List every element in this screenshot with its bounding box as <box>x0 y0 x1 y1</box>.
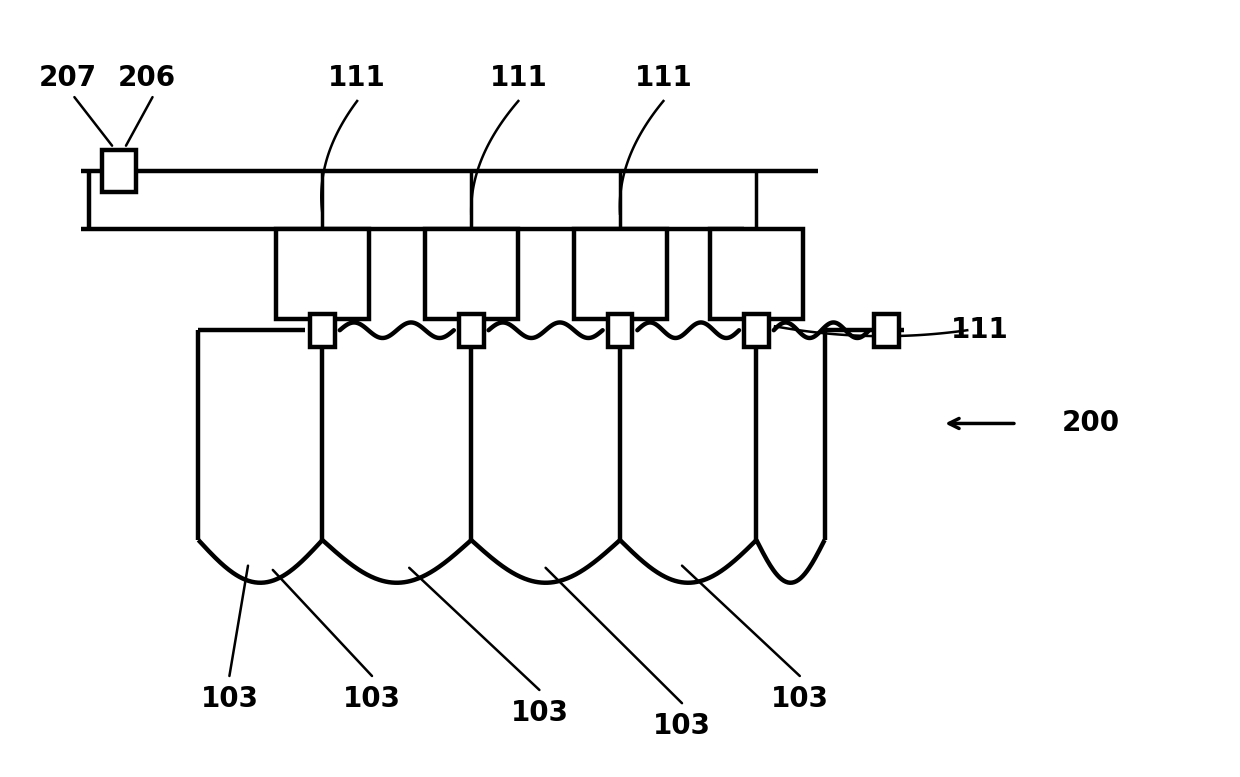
Text: 103: 103 <box>343 685 401 713</box>
Bar <box>874 314 899 347</box>
Bar <box>424 229 518 319</box>
Bar <box>744 314 769 347</box>
Bar <box>709 229 802 319</box>
Text: 200: 200 <box>1063 409 1120 437</box>
Bar <box>310 314 335 347</box>
Bar <box>459 314 484 347</box>
Bar <box>275 229 370 319</box>
Text: 207: 207 <box>40 64 97 92</box>
Text: 111: 111 <box>951 316 1008 344</box>
Text: 111: 111 <box>635 64 692 92</box>
Text: 111: 111 <box>490 64 547 92</box>
Text: 103: 103 <box>201 685 258 713</box>
Text: 111: 111 <box>329 64 386 92</box>
Text: 103: 103 <box>771 685 828 713</box>
Bar <box>102 149 136 193</box>
Bar <box>573 229 667 319</box>
Text: 103: 103 <box>653 713 711 740</box>
Text: 103: 103 <box>511 699 568 727</box>
Bar <box>608 314 632 347</box>
Text: 206: 206 <box>118 64 175 92</box>
